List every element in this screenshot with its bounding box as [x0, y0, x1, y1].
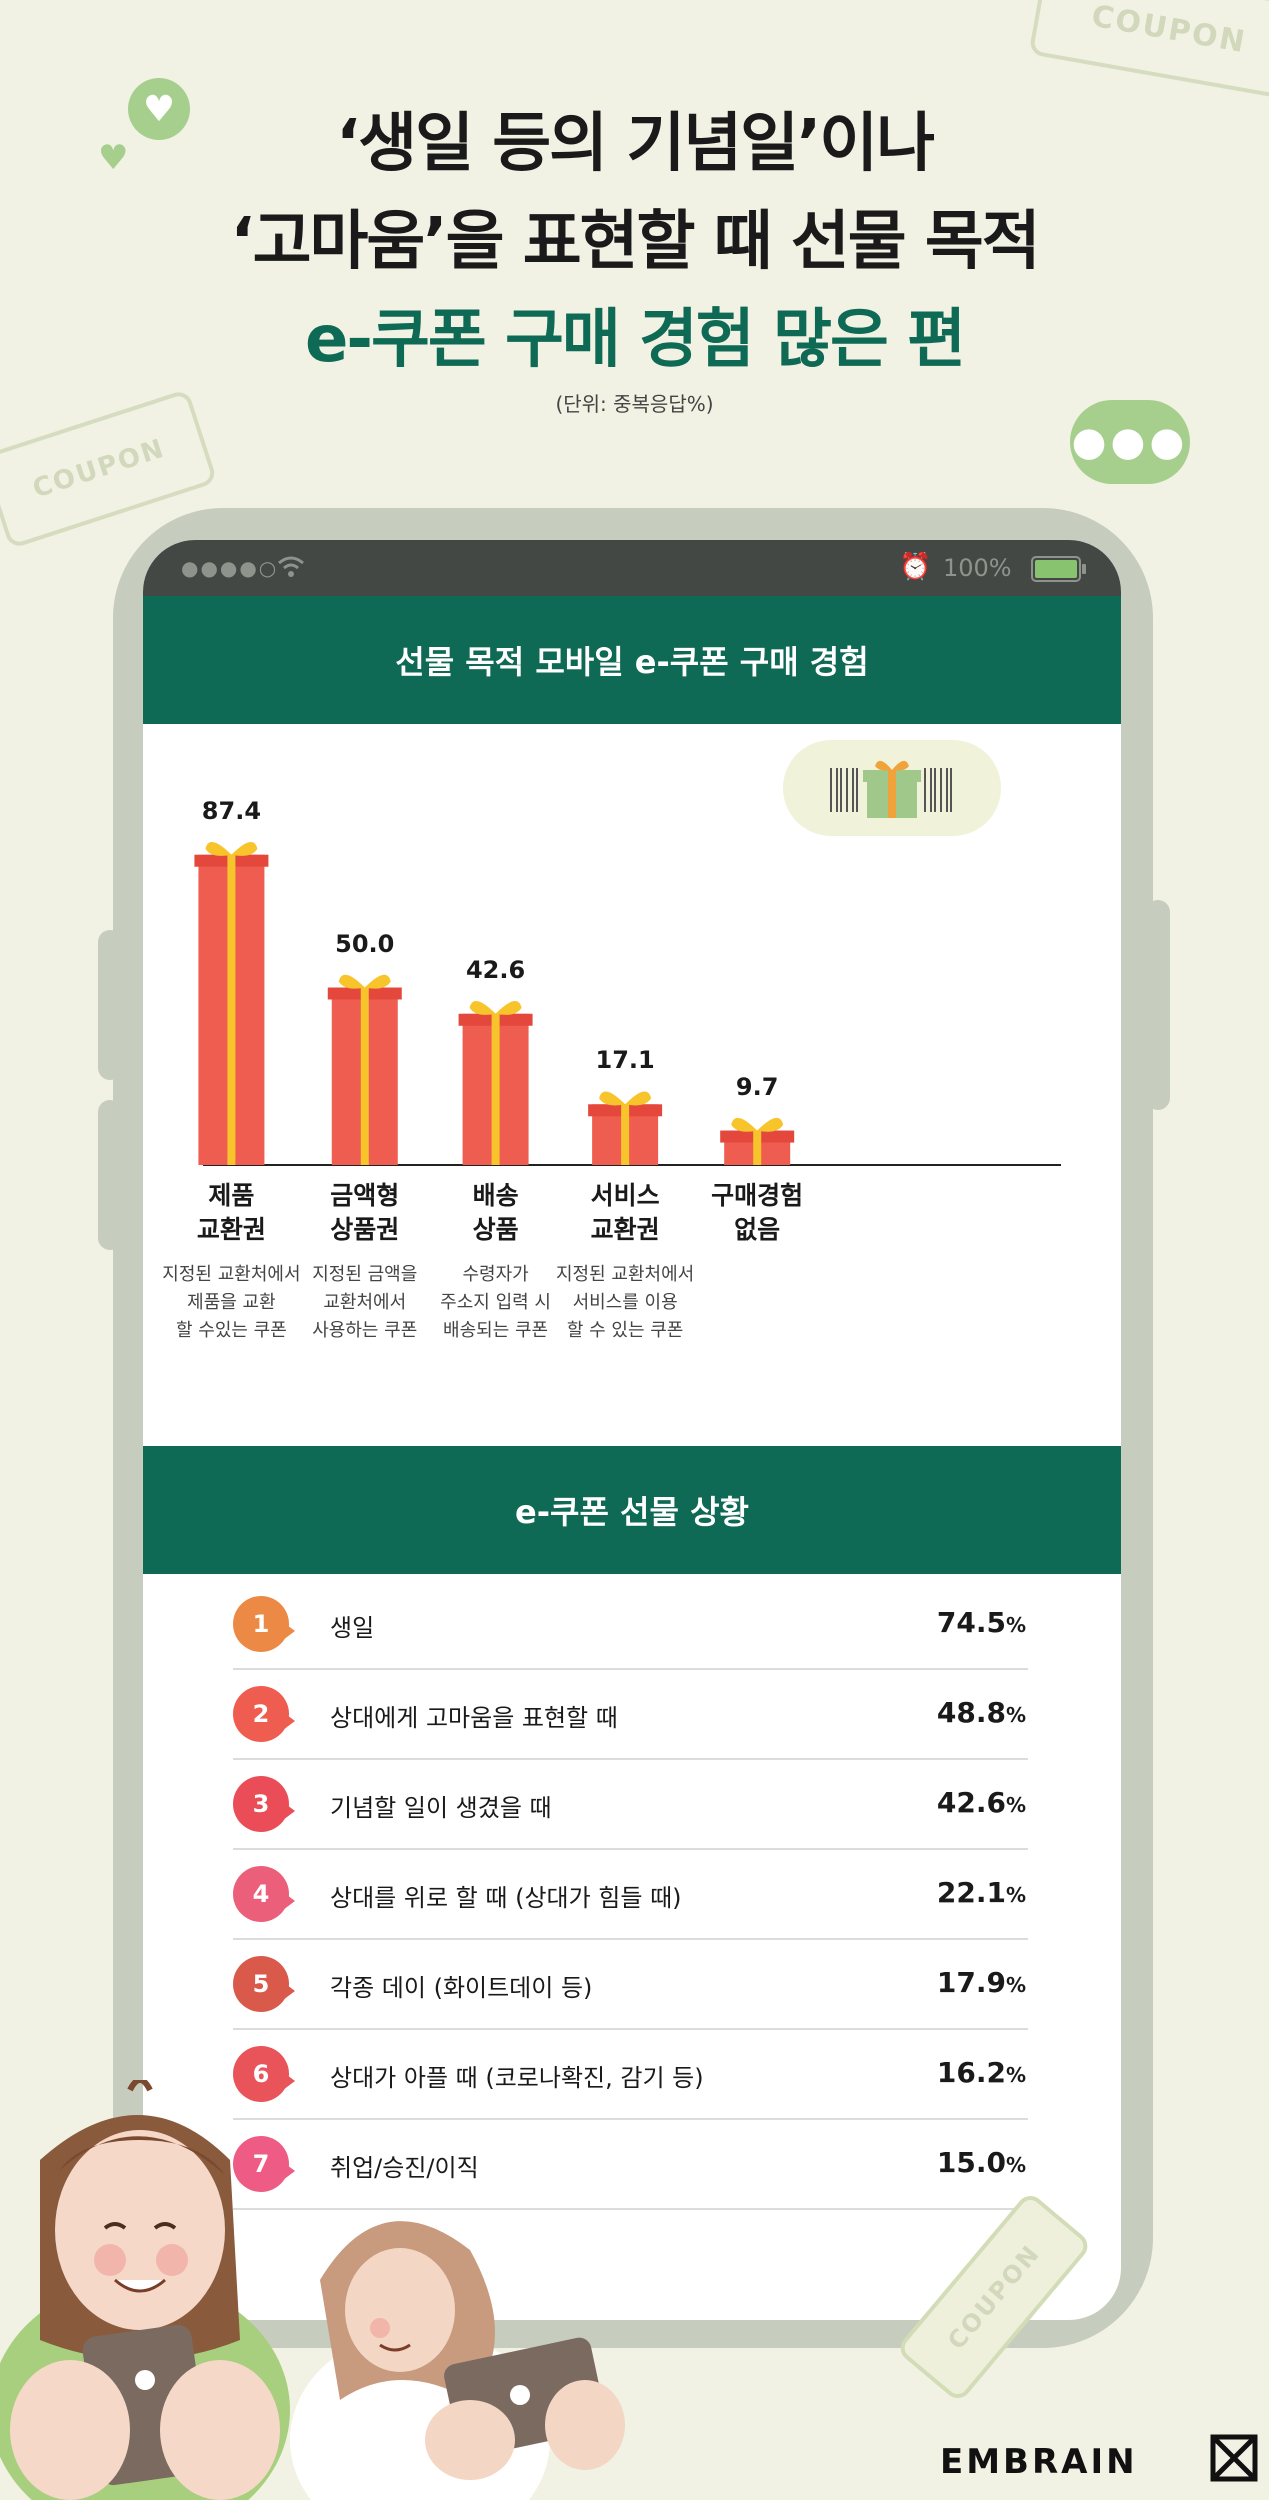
- bar-bow: [599, 1091, 652, 1106]
- rank-number: 4: [252, 1880, 270, 1908]
- bar-chart-plot: [194, 841, 1061, 1166]
- bar-ribbon: [360, 987, 369, 1165]
- rank-label: 상대가 아플 때 (코로나확진, 감기 등): [330, 2064, 704, 2092]
- category-label: 구매경험 없음: [711, 1181, 804, 1244]
- embrain-logo-icon: [1210, 2434, 1258, 2482]
- rank-number: 6: [252, 2060, 270, 2088]
- coupon-tag-top-right: COUPON: [1028, 0, 1269, 101]
- rank-badge: 3: [233, 1776, 295, 1832]
- category-description: 지정된 교환처에서 서비스를 이용 할 수 있는 쿠폰: [556, 1264, 695, 1341]
- ranking-row: 3 기념할 일이 생겼을 때 42.6%: [233, 1760, 1028, 1850]
- ranking-section-title: e-쿠폰 선물 상황: [143, 1446, 1121, 1574]
- rank-number: 1: [252, 1610, 270, 1638]
- chat-bubble-icon: ●●●: [1070, 400, 1190, 484]
- battery-percent: 100%: [943, 554, 1012, 582]
- bar-value-label: 50.0: [335, 929, 395, 958]
- rank-label: 취업/승진/이직: [330, 2154, 479, 2182]
- wifi-icon: [278, 556, 304, 577]
- rank-value: 22.1%: [936, 1876, 1026, 1909]
- rank-badge: 6: [233, 2046, 295, 2102]
- gift-barcode-icon: [783, 740, 1001, 836]
- category-label: 서비스 교환권: [590, 1181, 660, 1244]
- bar-bow: [338, 974, 391, 989]
- category-label: 금액형 상품권: [330, 1181, 400, 1244]
- bar-ribbon: [621, 1104, 630, 1165]
- rank-badge: 1: [233, 1596, 295, 1652]
- ranking-list: 1 생일 74.5% 2 상대에게 고마움을 표현할 때 48.8% 3 기념할 일이 생겼을…: [233, 1580, 1028, 2210]
- category-label: 제품 교환권: [196, 1181, 266, 1244]
- ranking-row: 5 각종 데이 (화이트데이 등) 17.9%: [233, 1940, 1028, 2030]
- ranking-row: 1 생일 74.5%: [233, 1580, 1028, 1670]
- category-description: 지정된 금액을 교환처에서 사용하는 쿠폰: [312, 1264, 418, 1341]
- ranking-row: 6 상대가 아플 때 (코로나확진, 감기 등) 16.2%: [233, 2030, 1028, 2120]
- chart-section-title: 선물 목적 모바일 e-쿠폰 구매 경험: [143, 596, 1121, 724]
- bar-bow: [205, 841, 258, 856]
- rank-label: 각종 데이 (화이트데이 등): [330, 1974, 593, 2002]
- rank-number: 5: [252, 1970, 270, 1998]
- rank-badge: 4: [233, 1866, 295, 1922]
- rank-value: 42.6%: [936, 1786, 1026, 1819]
- unit-note: (단위: 중복응답%): [555, 392, 714, 416]
- ranking-row: 7 취업/승진/이직 15.0%: [233, 2120, 1028, 2210]
- rank-number: 3: [252, 1790, 270, 1818]
- bar-value-label: 87.4: [201, 796, 262, 825]
- brand-logo-text: EMBRAIN: [940, 2442, 1138, 2482]
- small-heart-icon: ♥: [98, 138, 129, 178]
- rank-value: 16.2%: [936, 2056, 1026, 2089]
- rank-value: 17.9%: [936, 1966, 1026, 1999]
- rank-badge: 5: [233, 1956, 295, 2012]
- category-label: 배송 상품: [472, 1181, 519, 1244]
- rank-badge: 7: [233, 2136, 295, 2192]
- rank-value: 74.5%: [936, 1606, 1026, 1639]
- heart-bubble-icon: ♥: [128, 78, 190, 140]
- ranking-row: 2 상대에게 고마움을 표현할 때 48.8%: [233, 1670, 1028, 1760]
- bar-ribbon: [491, 1013, 500, 1165]
- headline-line-2: ‘고마움’을 표현할 때 선물 목적: [230, 205, 1040, 279]
- rank-badge: 2: [233, 1686, 295, 1742]
- rank-label: 기념할 일이 생겼을 때: [330, 1794, 552, 1822]
- phone-screen: ●●●●○ ⏰ 100% 선물 목적 모바일 e-쿠폰 구매 경험: [143, 540, 1121, 2320]
- headline-line-1: ‘생일 등의 기념일’이나: [335, 107, 935, 181]
- rank-label: 상대에게 고마움을 표현할 때: [330, 1704, 618, 1732]
- bar-ribbon: [753, 1130, 762, 1165]
- bar-ribbon: [227, 854, 236, 1165]
- ranking-row: 4 상대를 위로 할 때 (상대가 힘들 때) 22.1%: [233, 1850, 1028, 1940]
- bar-bow: [469, 1001, 522, 1015]
- rank-number: 2: [252, 1700, 270, 1728]
- category-description: 수령자가 주소지 입력 시 배송되는 쿠폰: [440, 1264, 551, 1341]
- headline-line-3: e-쿠폰 구매 경험 많은 편: [304, 303, 966, 377]
- alarm-icon: ⏰: [899, 552, 932, 582]
- category-description: 지정된 교환처에서 제품을 교환 할 수있는 쿠폰: [162, 1264, 301, 1341]
- people-illustration: [0, 2080, 625, 2500]
- battery-icon: [1031, 556, 1086, 582]
- bar-value-label: 17.1: [595, 1046, 655, 1075]
- bar-bow: [731, 1117, 784, 1132]
- rank-value: 15.0%: [936, 2146, 1026, 2179]
- bar-value-label: 9.7: [735, 1072, 779, 1101]
- signal-icon: ●●●●○: [181, 556, 279, 580]
- headline: ‘생일 등의 기념일’이나 ‘고마움’을 표현할 때 선물 목적 e-쿠폰 구매…: [0, 95, 1269, 389]
- rank-label: 상대를 위로 할 때 (상대가 힘들 때): [330, 1884, 682, 1912]
- bar-value-label: 42.6: [465, 955, 526, 984]
- rank-number: 7: [252, 2150, 270, 2178]
- rank-value: 48.8%: [936, 1696, 1026, 1729]
- rank-label: 생일: [330, 1614, 375, 1642]
- status-bar: ●●●●○ ⏰ 100%: [143, 540, 1121, 596]
